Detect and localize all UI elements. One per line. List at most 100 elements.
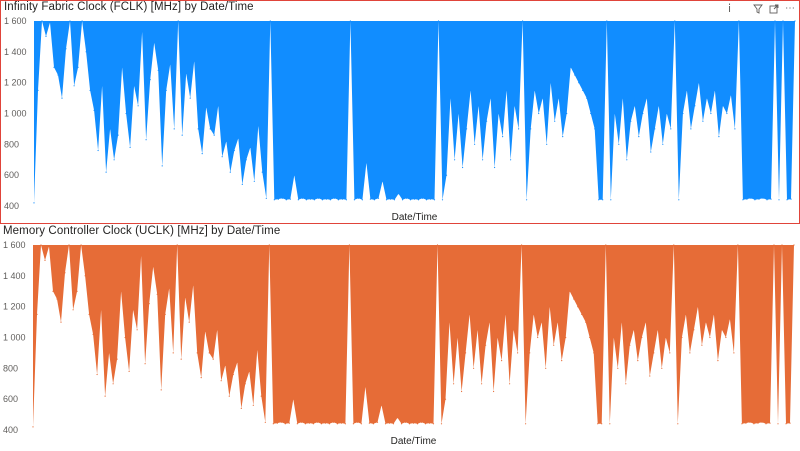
y-tick-label: 1 200: [4, 78, 27, 88]
data-point: [521, 244, 523, 246]
data-point: [613, 336, 615, 339]
data-point: [272, 423, 274, 425]
data-point: [137, 105, 139, 107]
data-point: [188, 321, 190, 323]
data-point: [777, 423, 779, 425]
data-point: [630, 120, 632, 122]
data-point: [189, 97, 191, 99]
data-point: [637, 360, 639, 362]
data-point: [377, 197, 380, 199]
data-point: [129, 146, 131, 148]
data-point: [217, 105, 219, 107]
data-point: [662, 143, 664, 145]
data-point: [81, 20, 83, 22]
data-point: [601, 423, 603, 425]
data-point: [757, 422, 759, 424]
data-point: [750, 197, 752, 199]
data-point: [104, 395, 106, 397]
data-point: [526, 199, 528, 201]
data-point: [92, 333, 94, 335]
data-point: [45, 35, 47, 38]
data-point: [785, 423, 787, 425]
data-point: [610, 199, 612, 201]
data-point: [349, 20, 351, 22]
data-point: [229, 171, 231, 173]
data-point: [444, 398, 447, 400]
data-point: [405, 197, 408, 199]
data-point: [782, 20, 784, 22]
data-point: [64, 272, 66, 274]
data-point: [113, 159, 115, 161]
data-point: [244, 383, 246, 385]
data-point: [481, 383, 483, 385]
data-point: [494, 166, 496, 169]
data-point: [602, 199, 604, 201]
data-point: [642, 112, 644, 115]
data-point: [408, 423, 411, 425]
focus-mode-icon[interactable]: [769, 4, 779, 14]
series-area: [33, 245, 794, 427]
data-point: [413, 198, 416, 200]
data-point: [466, 128, 468, 130]
data-point: [341, 198, 343, 200]
filter-icon[interactable]: [753, 4, 763, 14]
data-point: [546, 143, 548, 145]
data-point: [781, 244, 783, 246]
data-point: [678, 199, 680, 201]
data-point: [57, 74, 59, 76]
visual-header-toolbar: ⅰ ⋯: [728, 2, 795, 15]
data-point: [97, 149, 99, 152]
data-point: [697, 306, 699, 308]
uclk-chart-visual[interactable]: Memory Controller Clock (UCLK) [MHz] by …: [0, 225, 800, 451]
data-point: [761, 421, 763, 423]
y-tick-label: 1 600: [3, 240, 26, 250]
data-point: [384, 423, 387, 425]
data-point: [557, 321, 559, 323]
data-point: [241, 183, 243, 185]
data-point: [582, 89, 584, 91]
data-point: [233, 149, 235, 152]
data-point: [473, 367, 475, 369]
data-point: [232, 373, 234, 376]
data-point: [666, 112, 668, 115]
data-point: [368, 422, 370, 424]
data-point: [441, 199, 444, 201]
data-point: [136, 329, 138, 331]
data-point: [698, 82, 700, 84]
data-point: [694, 105, 696, 107]
data-point: [224, 364, 226, 366]
data-point: [201, 153, 203, 155]
data-point: [33, 202, 35, 204]
chart-title: Memory Controller Clock (UCLK) [MHz] by …: [3, 225, 281, 237]
data-point: [380, 404, 383, 406]
more-options-icon[interactable]: ⋯: [785, 2, 795, 14]
data-point: [396, 417, 399, 419]
data-point: [458, 112, 460, 115]
data-point: [793, 244, 795, 246]
data-point: [501, 360, 503, 362]
data-point: [252, 404, 254, 406]
fclk-chart-visual[interactable]: Infinity Fabric Clock (FCLK) [MHz] by Da…: [0, 0, 800, 224]
uclk-area-chart: 1 600 1 400 1 200 1 000 800 600 400 Date/Time: [3, 240, 795, 447]
info-icon[interactable]: ⅰ: [727, 3, 731, 15]
data-point: [606, 20, 608, 22]
data-point: [629, 344, 631, 346]
data-point: [120, 290, 122, 292]
data-point: [645, 321, 647, 323]
data-point: [180, 358, 182, 360]
data-point: [105, 171, 107, 173]
data-point: [388, 422, 391, 424]
data-point: [313, 199, 315, 201]
data-point: [385, 199, 388, 201]
data-point: [589, 336, 591, 339]
data-point: [169, 63, 171, 65]
data-point: [722, 105, 724, 107]
data-point: [125, 112, 127, 115]
data-point: [84, 275, 86, 277]
data-point: [457, 336, 459, 339]
data-point: [356, 421, 358, 423]
data-point: [41, 20, 43, 22]
data-point: [621, 321, 623, 323]
data-point: [485, 344, 487, 346]
data-point: [237, 137, 239, 139]
